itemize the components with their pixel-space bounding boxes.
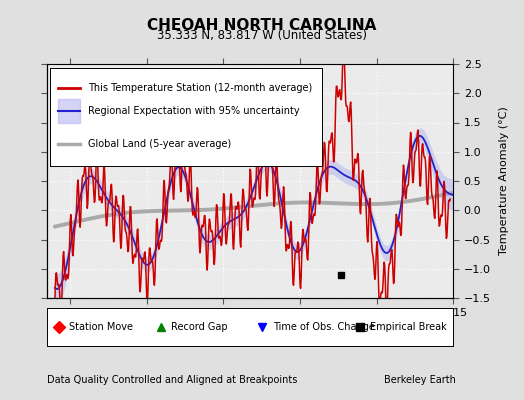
Text: Station Move: Station Move [70, 322, 134, 332]
Y-axis label: Temperature Anomaly (°C): Temperature Anomaly (°C) [499, 107, 509, 255]
Text: Berkeley Earth: Berkeley Earth [384, 375, 456, 385]
Text: CHEOAH NORTH CAROLINA: CHEOAH NORTH CAROLINA [147, 18, 377, 33]
Text: Empirical Break: Empirical Break [370, 322, 447, 332]
Text: Record Gap: Record Gap [171, 322, 227, 332]
Text: Time of Obs. Change: Time of Obs. Change [272, 322, 375, 332]
Text: This Temperature Station (12-month average): This Temperature Station (12-month avera… [88, 83, 312, 93]
Text: Global Land (5-year average): Global Land (5-year average) [88, 140, 231, 150]
Text: Regional Expectation with 95% uncertainty: Regional Expectation with 95% uncertaint… [88, 106, 300, 116]
Text: Data Quality Controlled and Aligned at Breakpoints: Data Quality Controlled and Aligned at B… [47, 375, 298, 385]
Text: 35.333 N, 83.817 W (United States): 35.333 N, 83.817 W (United States) [157, 29, 367, 42]
